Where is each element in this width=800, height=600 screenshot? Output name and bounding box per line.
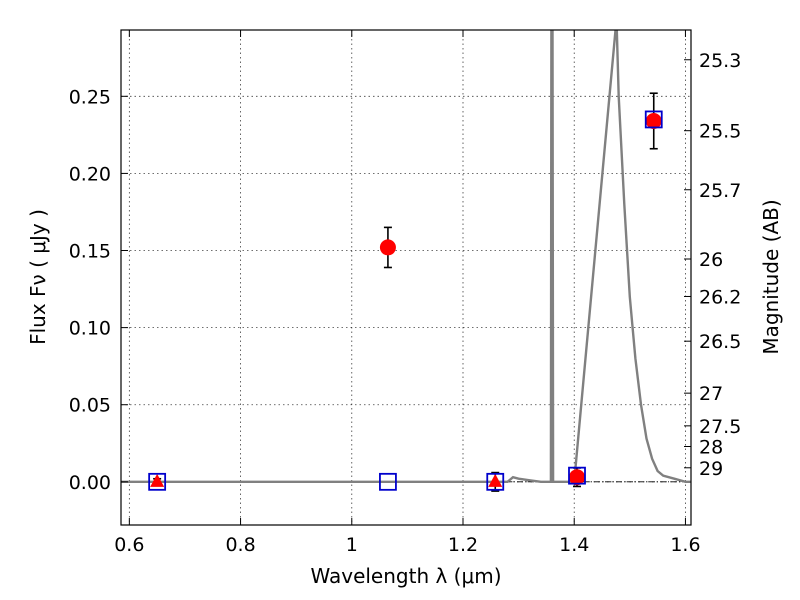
x-tick-label: 1.6	[670, 534, 700, 556]
right-tick-label: 26	[699, 249, 723, 271]
right-tick-label: 27	[699, 383, 723, 405]
model-photometry-point	[148, 472, 167, 491]
model-photometry-point	[486, 472, 505, 491]
right-tick-label: 26.5	[699, 331, 741, 353]
x-tick-label: 1.2	[448, 534, 478, 556]
x-axis-label: Wavelength λ (μm)	[310, 564, 501, 588]
model-spectrum-line	[121, 30, 691, 483]
right-tick-label: 26.2	[699, 286, 741, 308]
x-tick-label: 0.8	[225, 534, 255, 556]
x-tick-label: 0.6	[114, 534, 144, 556]
model-photometry-point	[568, 466, 586, 485]
upper-limit-point	[488, 473, 503, 487]
y-tick-label: 0.05	[69, 395, 111, 417]
right-tick-label: 25.3	[699, 50, 741, 72]
x-tick-label: 1.4	[559, 534, 589, 556]
plot-background	[121, 30, 691, 525]
y-axis-label: Flux Fν ( μJy )	[26, 209, 50, 345]
observed-flux-point	[379, 239, 396, 256]
plot-frame	[120, 29, 692, 526]
y-tick-label: 0.10	[69, 318, 111, 340]
upper-limit-point	[150, 473, 165, 487]
right-axis-label: Magnitude (AB)	[759, 199, 783, 354]
observed-flux-point	[569, 469, 585, 486]
right-tick-label: 29	[699, 458, 723, 480]
right-tick-label: 25.7	[699, 180, 741, 202]
x-tick-label: 1	[346, 534, 358, 556]
y-tick-label: 0.00	[69, 472, 111, 494]
tick-layer: 0.6 0.8 1 1.2 1.4 1.6 0.00 0.05 0.10 0.15 0.20 0.25…	[69, 30, 741, 556]
right-tick-label: 28	[699, 437, 723, 459]
model-photometry-point	[379, 472, 397, 491]
right-tick-label: 25.5	[699, 121, 741, 143]
right-tick-label: 27.5	[699, 416, 741, 438]
y-tick-label: 0.25	[69, 86, 111, 108]
observed-flux-point	[645, 112, 662, 129]
y-tick-label: 0.15	[69, 241, 111, 263]
model-photometry-point	[644, 110, 663, 129]
series-layer	[121, 30, 691, 492]
y-tick-label: 0.20	[69, 163, 111, 185]
